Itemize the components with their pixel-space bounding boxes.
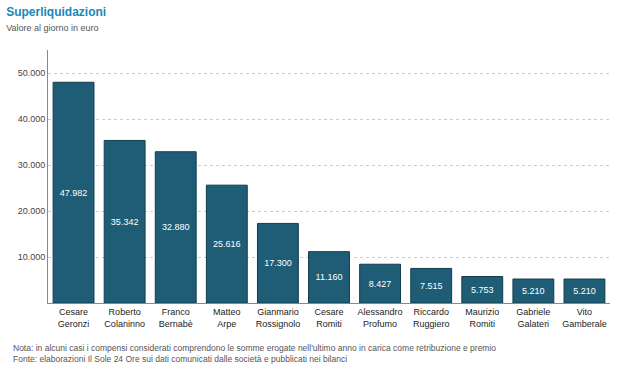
svg-text:AlessandroProfumo: AlessandroProfumo <box>358 307 403 329</box>
svg-text:11.160: 11.160 <box>316 272 343 282</box>
svg-text:5.210: 5.210 <box>573 286 596 296</box>
svg-text:32.880: 32.880 <box>162 222 190 232</box>
svg-text:17.300: 17.300 <box>264 258 292 268</box>
svg-text:GianmarioRossignolo: GianmarioRossignolo <box>256 307 301 329</box>
svg-text:5.753: 5.753 <box>471 285 494 295</box>
svg-text:Nota: in alcuni casi i compens: Nota: in alcuni casi i compensi consider… <box>13 343 496 364</box>
svg-text:GabrieleGalateri: GabrieleGalateri <box>516 307 550 329</box>
svg-text:30.000: 30.000 <box>18 160 46 170</box>
svg-text:VitoGamberale: VitoGamberale <box>562 307 607 329</box>
svg-text:FrancoBernabè: FrancoBernabè <box>159 307 193 329</box>
svg-text:35.342: 35.342 <box>111 217 139 227</box>
svg-text:RiccardoRuggiero: RiccardoRuggiero <box>413 307 450 329</box>
svg-text:40.000: 40.000 <box>18 114 46 124</box>
svg-text:MatteoArpe: MatteoArpe <box>213 307 241 329</box>
svg-text:20.000: 20.000 <box>18 206 46 216</box>
svg-text:RobertoColaninno: RobertoColaninno <box>104 307 145 329</box>
svg-text:50.000: 50.000 <box>18 68 46 78</box>
svg-text:7.515: 7.515 <box>420 281 443 291</box>
svg-text:5.210: 5.210 <box>522 286 545 296</box>
svg-text:CesareRomiti: CesareRomiti <box>314 307 343 329</box>
svg-text:25.616: 25.616 <box>213 239 241 249</box>
svg-text:10.000: 10.000 <box>18 252 46 262</box>
svg-text:8.427: 8.427 <box>369 279 392 289</box>
svg-text:CesareGeronzi: CesareGeronzi <box>58 307 90 329</box>
svg-text:MaurizioRomiti: MaurizioRomiti <box>465 307 499 329</box>
svg-text:SuperliquidazioniValore al gio: SuperliquidazioniValore al giorno in eur… <box>6 5 106 34</box>
svg-text:47.982: 47.982 <box>60 188 88 198</box>
